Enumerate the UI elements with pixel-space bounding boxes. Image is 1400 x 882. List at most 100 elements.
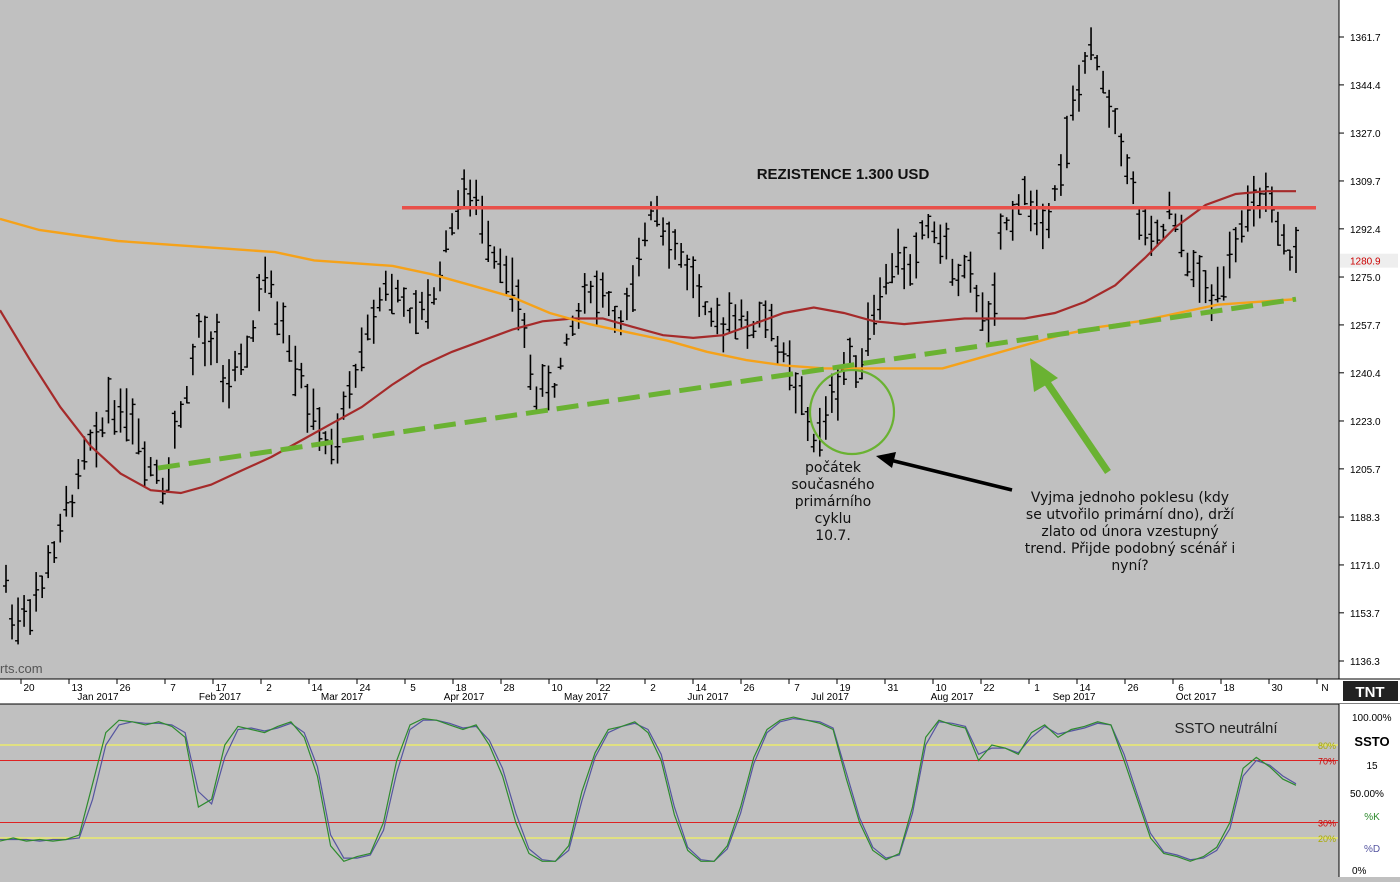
day-tick-label: N [1321,683,1328,694]
cycle-note-line: primárního [794,494,872,510]
price-tick-label: 1136.3 [1350,657,1380,668]
cycle-note: počátek současného primárního cyklu 10.7… [790,460,876,545]
day-tick-label: 22 [599,683,611,694]
ssto-k-legend: %K [1364,812,1380,823]
day-tick-label: 26 [1127,683,1139,694]
price-tick-label: 1188.3 [1350,513,1380,524]
day-tick-label: 22 [983,683,995,694]
month-tick-label: Jul 2017 [811,692,849,703]
price-axis-strip [1339,0,1400,679]
price-tick-label: 1275.0 [1350,273,1381,284]
ssto-panel: 80% 70% 30% 20% SSTO neutrální 100.00% 0% SSTO 1… [0,703,1400,877]
month-tick-label: Aug 2017 [931,692,974,703]
last-price-label: 1280.9 [1350,257,1381,268]
ssto-level-label: 80% [1318,741,1336,751]
price-tick-label: 1344.4 [1350,81,1381,92]
day-tick-label: 7 [170,683,176,694]
cycle-note-line: cyklu [814,511,852,527]
trend-note-line: zlato od února vzestupný [1041,524,1219,540]
cycle-note-line: 10.7. [815,528,851,544]
green-arrow-shaft [1041,376,1111,474]
ssto-axis-strip [1339,704,1400,877]
day-tick-label: 2 [650,683,656,694]
price-tick-label: 1292.4 [1350,225,1381,236]
day-tick-label: 6 [1178,683,1184,694]
ssto-level-label: 70% [1318,757,1336,767]
tnt-logo-box [1343,681,1398,701]
day-tick-label: 14 [311,683,323,694]
time-axis-strip [0,679,1400,704]
trend-note: Vyjma jednoho poklesu (kdy se utvořilo p… [1005,490,1255,575]
day-tick-label: 10 [935,683,947,694]
day-tick-label: 18 [1223,683,1235,694]
day-tick-label: 20 [23,683,35,694]
day-tick-label: 13 [71,683,83,694]
month-tick-label: Feb 2017 [199,692,242,703]
cycle-note-line: počátek [805,460,861,476]
tnt-logo: TNT [1355,684,1384,701]
ssto-param: 15 [1366,761,1378,772]
month-tick-label: Apr 2017 [444,692,485,703]
day-tick-label: 14 [695,683,707,694]
support-trendline [157,296,1297,471]
ssto-top-label: 100.00% [1352,713,1392,724]
price-tick-label: 1153.7 [1350,609,1380,620]
day-tick-label: 17 [215,683,227,694]
month-tick-label: Sep 2017 [1053,692,1096,703]
watermark: rts.com [0,661,43,676]
price-tick-label: 1171.0 [1350,561,1380,572]
day-tick-label: 18 [455,683,467,694]
ssto-d-line [0,717,1297,862]
price-tick-label: 1257.7 [1350,321,1381,332]
time-axis: 20 13 26 7 17 2 14 24 5 18 28 10 22 2 14 26 7 19 31 10 22 1 14… [0,678,1400,704]
ssto-level-label: 30% [1318,819,1336,829]
day-tick-label: 10 [551,683,563,694]
watermark-text: rts.com [0,661,43,676]
black-arrow-shaft [889,458,1013,492]
green-arrow-head [1030,358,1058,392]
trend-note-line: Vyjma jednoho poklesu (kdy [1030,490,1230,506]
trend-note-line: trend. Přijde podobný scénář i [1024,541,1236,557]
day-tick-label: 7 [794,683,800,694]
price-tick-label: 1240.4 [1350,369,1381,380]
black-arrow-head [876,452,896,468]
day-tick-label: 31 [887,683,899,694]
month-tick-label: Mar 2017 [321,692,364,703]
day-tick-label: 1 [1034,683,1040,694]
price-tick-label: 1327.0 [1350,129,1381,140]
price-tick-label: 1309.7 [1350,177,1381,188]
price-tick-label: 1361.7 [1350,33,1381,44]
ssto-bottom-label: 0% [1352,866,1367,877]
day-tick-label: 24 [359,683,371,694]
day-tick-label: 14 [1079,683,1091,694]
cycle-note-line: současného [791,477,875,493]
day-tick-label: 2 [266,683,272,694]
day-tick-label: 28 [503,683,515,694]
month-tick-label: May 2017 [564,692,608,703]
trend-note-line: nyní? [1111,558,1149,574]
ssto-title: SSTO [1354,734,1389,749]
day-tick-label: 5 [410,683,416,694]
month-tick-label: Jan 2017 [77,692,119,703]
price-axis: 1361.7 1344.4 1327.0 1309.7 1292.4 1275.0 1257… [1338,0,1400,679]
trend-note-line: se utvořilo primární dno), drží [1025,507,1235,523]
ssto-status: SSTO neutrální [1174,720,1278,737]
price-tick-label: 1205.7 [1350,465,1381,476]
day-tick-label: 26 [119,683,131,694]
ssto-d-legend: %D [1364,844,1380,855]
ssto-level-label: 20% [1318,834,1336,844]
month-tick-label: Oct 2017 [1176,692,1217,703]
month-tick-label: Jun 2017 [687,692,729,703]
ssto-mid-label: 50.00% [1350,789,1384,800]
red-moving-average [0,190,1296,495]
price-tick-label: 1223.0 [1350,417,1381,428]
last-price-box [1340,253,1398,268]
day-tick-label: 19 [839,683,851,694]
annotation-overlay: REZISTENCE 1.300 USD [157,166,1316,492]
day-tick-label: 26 [743,683,755,694]
cycle-bottom-circle [808,368,896,456]
ssto-k-line [0,716,1297,863]
resistance-title: REZISTENCE 1.300 USD [757,166,930,183]
